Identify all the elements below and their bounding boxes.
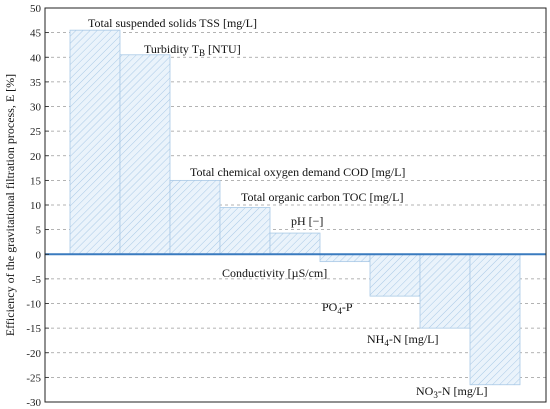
y-tick-label: 15 xyxy=(30,175,42,187)
y-tick-label: 20 xyxy=(30,151,42,163)
bars-layer xyxy=(69,29,521,386)
label-tss: Total suspended solids TSS [mg/L] xyxy=(88,16,257,30)
y-tick-label: 30 xyxy=(30,102,42,114)
label-no3n: NO3-N [mg/L] xyxy=(416,384,488,400)
y-tick-label: -30 xyxy=(26,397,41,409)
y-ticks: -30 -25 -20 -15 -10 -5 0 5 10 15 20 25 30 35 40 45 50 xyxy=(26,3,49,409)
bar-3 xyxy=(219,207,271,255)
bar-1 xyxy=(119,54,171,255)
label-toc: Total organic carbon TOC [mg/L] xyxy=(241,190,403,204)
label-po4p: PO4-P xyxy=(322,300,353,316)
bar-5 xyxy=(319,253,371,263)
bar-0 xyxy=(69,29,121,255)
y-axis-label: Efficiency of the gravitational filtrati… xyxy=(3,74,17,336)
label-cod: Total chemical oxygen demand COD [mg/L] xyxy=(190,165,405,179)
y-tick-label: -25 xyxy=(26,372,41,384)
y-tick-label: -5 xyxy=(32,274,42,286)
bar-4 xyxy=(269,232,321,255)
label-conductivity: Conductivity [µS/cm] xyxy=(222,266,327,280)
y-tick-label: 35 xyxy=(30,77,42,89)
label-ph: pH [−] xyxy=(291,214,323,228)
bar-6 xyxy=(369,253,421,297)
y-tick-label: 5 xyxy=(36,225,42,237)
bar-2 xyxy=(169,179,221,255)
y-tick-label: 25 xyxy=(30,126,42,138)
y-tick-label: 45 xyxy=(30,28,42,40)
y-tick-label: -10 xyxy=(26,299,41,311)
y-tick-label: 10 xyxy=(30,200,42,212)
y-tick-label: 40 xyxy=(30,52,42,64)
bar-labels: Total suspended solids TSS [mg/L] Turbid… xyxy=(88,16,488,400)
label-turbidity: Turbidity TB [NTU] xyxy=(144,42,241,58)
y-tick-label: 0 xyxy=(36,249,42,261)
label-nh4n: NH4-N [mg/L] xyxy=(367,332,439,348)
y-tick-label: -15 xyxy=(26,323,41,335)
y-tick-label: -20 xyxy=(26,348,41,360)
y-tick-label: 50 xyxy=(30,3,42,15)
bar-7 xyxy=(419,253,471,329)
bar-8 xyxy=(469,253,521,386)
